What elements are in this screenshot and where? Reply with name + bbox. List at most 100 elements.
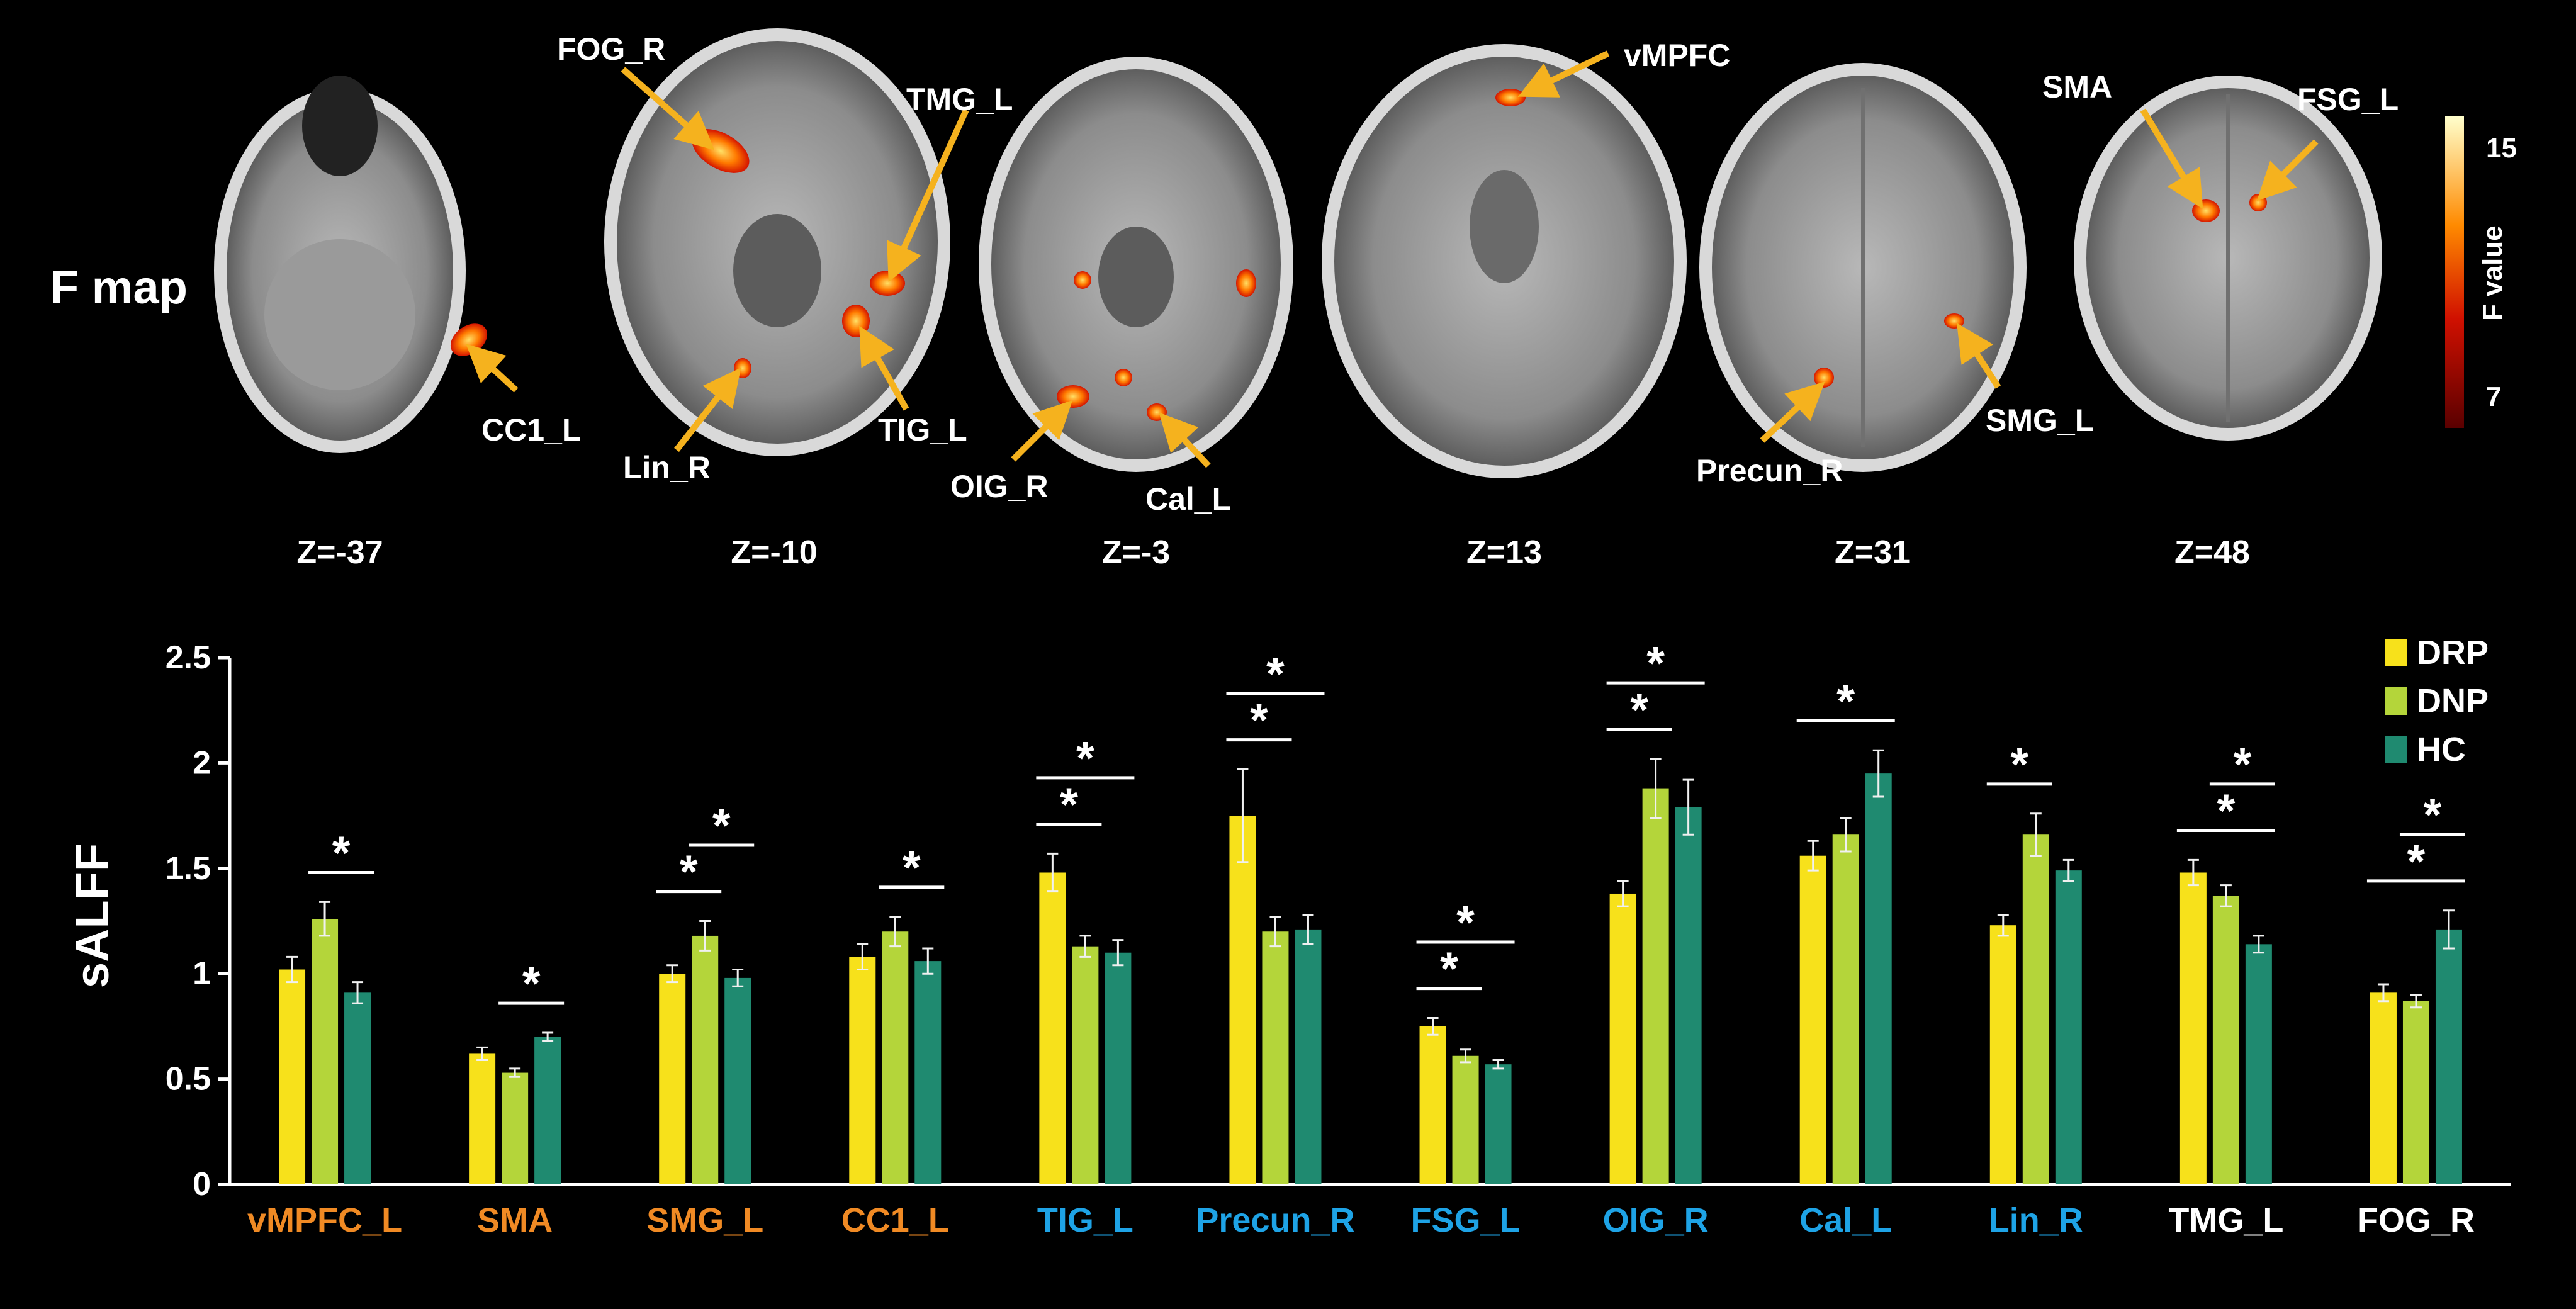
bar-dnp bbox=[1262, 931, 1289, 1184]
bar-dnp bbox=[1452, 1055, 1479, 1184]
bar-drp bbox=[1799, 855, 1826, 1184]
legend: DRP DNP HC bbox=[2385, 634, 2489, 768]
colorbar-gradient bbox=[2445, 116, 2464, 428]
bar-dnp bbox=[692, 935, 719, 1184]
region-label: TMG_L bbox=[906, 82, 1013, 117]
z-label: Z=31 bbox=[1835, 534, 1910, 571]
category-label: Lin_R bbox=[1989, 1201, 2083, 1239]
bar-hc bbox=[1865, 773, 1892, 1184]
category-label: SMG_L bbox=[646, 1201, 763, 1239]
colorbar-max: 15 bbox=[2486, 133, 2517, 164]
significance-star: * bbox=[2010, 738, 2028, 790]
brain-slice-4: vMPFC bbox=[1322, 38, 1730, 478]
region-label: OIG_R bbox=[950, 469, 1049, 504]
bar-hc bbox=[1675, 807, 1702, 1184]
category-label: CC1_L bbox=[841, 1201, 949, 1239]
bar-drp bbox=[1989, 925, 2016, 1184]
region-label: SMA bbox=[2042, 69, 2112, 104]
significance-star: * bbox=[1060, 778, 1078, 830]
bar-drp bbox=[2179, 872, 2207, 1184]
bar-chart: sALFF 00.511.522.5 ******************* v… bbox=[66, 634, 2511, 1239]
category-label: TIG_L bbox=[1037, 1201, 1133, 1239]
significance-star: * bbox=[2233, 738, 2251, 790]
bar-dnp bbox=[502, 1072, 529, 1184]
bar-hc bbox=[2055, 870, 2082, 1184]
z-label: Z=-37 bbox=[296, 534, 383, 571]
category-labels: vMPFC_L SMA SMG_L CC1_L TIG_L Precun_R FSG_L OI… bbox=[247, 1201, 2475, 1239]
category-label: SMA bbox=[477, 1201, 553, 1239]
z-label: Z=13 bbox=[1466, 534, 1542, 571]
significance-star: * bbox=[522, 957, 541, 1009]
significance-star: * bbox=[332, 826, 351, 879]
bar-dnp bbox=[1072, 946, 1099, 1184]
legend-label-hc: HC bbox=[2417, 731, 2466, 768]
category-label: OIG_R bbox=[1603, 1201, 1709, 1239]
y-tick-label: 0.5 bbox=[166, 1061, 211, 1098]
bar-hc bbox=[1485, 1064, 1512, 1184]
brain-slice-6: SMA FSG_L bbox=[2042, 69, 2399, 441]
chart-axes: 0 0.5 1 1.5 2 2.5 bbox=[166, 639, 2511, 1203]
category-label: vMPFC_L bbox=[247, 1201, 402, 1239]
bar-hc bbox=[344, 992, 371, 1184]
bar-drp bbox=[1229, 816, 1256, 1184]
bar-dnp bbox=[2022, 834, 2049, 1184]
bar-hc bbox=[534, 1037, 561, 1184]
legend-swatch-dnp bbox=[2385, 687, 2407, 715]
bar-hc bbox=[2435, 929, 2462, 1184]
bars-group bbox=[279, 749, 2462, 1184]
z-label: Z=48 bbox=[2174, 534, 2250, 571]
colorbar-min: 7 bbox=[2486, 381, 2501, 412]
bar-dnp bbox=[1642, 788, 1669, 1184]
brain-slice-1: CC1_L bbox=[214, 76, 581, 453]
legend-swatch-drp bbox=[2385, 639, 2407, 666]
significance-star: * bbox=[2407, 835, 2426, 887]
category-label: Precun_R bbox=[1196, 1201, 1354, 1239]
bar-drp bbox=[2370, 992, 2397, 1184]
bar-hc bbox=[914, 961, 942, 1184]
bar-drp bbox=[659, 974, 686, 1184]
significance-star: * bbox=[1250, 694, 1268, 746]
bar-drp bbox=[1419, 1026, 1446, 1184]
bar-hc bbox=[1105, 952, 1132, 1184]
category-label: TMG_L bbox=[2168, 1201, 2283, 1239]
bar-hc bbox=[1295, 929, 1322, 1184]
significance-star: * bbox=[1076, 732, 1094, 784]
region-label: vMPFC bbox=[1624, 38, 1730, 73]
brain-slice-5: SMG_L Precun_R bbox=[1696, 63, 2094, 488]
z-label: Z=-10 bbox=[731, 534, 817, 571]
bar-drp bbox=[849, 957, 876, 1184]
significance-group: ******************* bbox=[308, 637, 2465, 1009]
bar-drp bbox=[279, 969, 306, 1184]
region-label: Lin_R bbox=[623, 450, 711, 485]
significance-star: * bbox=[680, 846, 698, 898]
z-label: Z=-3 bbox=[1102, 534, 1170, 571]
significance-star: * bbox=[712, 799, 731, 851]
significance-star: * bbox=[1646, 637, 1665, 689]
region-label: Precun_R bbox=[1696, 453, 1843, 488]
legend-label-drp: DRP bbox=[2417, 634, 2489, 671]
region-label: FSG_L bbox=[2297, 82, 2399, 117]
category-label: FOG_R bbox=[2358, 1201, 2475, 1239]
brain-slice-3: OIG_R Cal_L bbox=[950, 57, 1293, 517]
region-label: FOG_R bbox=[557, 31, 665, 67]
region-label: SMG_L bbox=[1986, 403, 2094, 438]
z-labels: Z=-37 Z=-10 Z=-3 Z=13 Z=31 Z=48 bbox=[296, 534, 2250, 571]
y-tick-label: 2.5 bbox=[166, 639, 211, 676]
bar-drp bbox=[1039, 872, 1066, 1184]
significance-star: * bbox=[1440, 943, 1458, 995]
colorbar: 15 7 F value bbox=[2445, 116, 2517, 428]
bar-hc bbox=[724, 977, 751, 1184]
y-tick-label: 1 bbox=[193, 955, 211, 992]
significance-star: * bbox=[1266, 648, 1285, 700]
bar-drp bbox=[1609, 893, 1636, 1184]
bar-dnp bbox=[1832, 834, 1859, 1184]
legend-swatch-hc bbox=[2385, 736, 2407, 763]
significance-star: * bbox=[1456, 896, 1475, 948]
significance-star: * bbox=[2424, 789, 2442, 841]
bar-drp bbox=[469, 1053, 496, 1184]
category-label: FSG_L bbox=[1411, 1201, 1521, 1239]
region-label: Cal_L bbox=[1145, 481, 1231, 517]
y-axis-label: sALFF bbox=[66, 843, 118, 988]
colorbar-label: F value bbox=[2477, 225, 2508, 321]
